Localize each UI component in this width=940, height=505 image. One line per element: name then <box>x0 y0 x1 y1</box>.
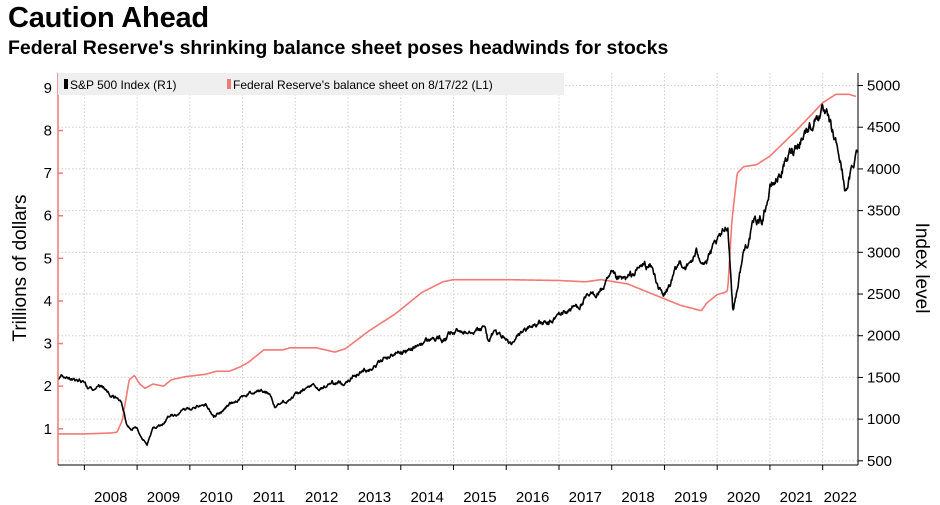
left-tick-label: 7 <box>44 165 52 182</box>
left-tick-label: 4 <box>44 293 52 310</box>
right-tick-label: 1500 <box>867 369 900 386</box>
right-tick-label: 4500 <box>867 119 900 136</box>
right-tick-label: 2500 <box>867 286 900 303</box>
legend-label-fed: Federal Reserve's balance sheet on 8/17/… <box>233 78 493 92</box>
left-axis-ticks: 1 2 3 4 5 6 7 8 9 <box>44 80 63 438</box>
sp500-series <box>57 103 859 446</box>
x-tick-label: 2019 <box>674 489 707 505</box>
legend: S&P 500 Index (R1) Federal Reserve's bal… <box>58 73 564 95</box>
legend-swatch-sp500 <box>64 79 68 89</box>
x-axis-ticks: 2008 2009 2010 2011 2012 2013 2014 2015 2016 2017… <box>83 465 857 505</box>
left-tick-label: 8 <box>44 123 52 140</box>
right-tick-label: 500 <box>867 453 892 470</box>
right-tick-label: 1000 <box>867 411 900 428</box>
x-tick-label: 2011 <box>253 489 285 505</box>
right-tick-label: 5000 <box>867 78 900 95</box>
x-tick-label: 2010 <box>200 489 233 505</box>
left-tick-label: 3 <box>44 336 52 353</box>
x-tick-label: 2017 <box>569 489 602 505</box>
right-tick-label: 2000 <box>867 328 900 345</box>
left-tick-label: 6 <box>44 208 52 225</box>
x-tick-label: 2021 <box>780 489 813 505</box>
x-tick-label: 2014 <box>410 489 443 505</box>
x-tick-label: 2022 <box>824 489 857 505</box>
sp500-line <box>57 103 859 446</box>
x-tick-label: 2008 <box>94 489 127 505</box>
gridlines <box>58 73 858 465</box>
chart-subtitle: Federal Reserve's shrinking balance shee… <box>8 37 669 59</box>
right-axis-label: Index level <box>911 223 932 314</box>
legend-label-sp500: S&P 500 Index (R1) <box>70 78 177 92</box>
x-tick-label: 2012 <box>305 489 338 505</box>
right-tick-label: 3500 <box>867 203 900 220</box>
legend-swatch-fed <box>227 79 231 89</box>
legend-background <box>58 73 564 95</box>
x-tick-label: 2013 <box>358 489 391 505</box>
right-axis-ticks: 500 1000 1500 2000 2500 3000 3500 4000 4500 5000 <box>858 78 900 470</box>
fed-series <box>58 93 857 435</box>
x-tick-label: 2009 <box>147 489 180 505</box>
left-tick-label: 9 <box>44 80 52 97</box>
x-tick-label: 2015 <box>463 489 496 505</box>
x-tick-label: 2018 <box>621 489 654 505</box>
left-axis-label: Trillions of dollars <box>10 194 31 341</box>
left-tick-label: 2 <box>44 378 52 395</box>
fed-balance-line <box>58 93 857 435</box>
right-tick-label: 4000 <box>867 161 900 178</box>
chart-title: Caution Ahead <box>8 2 209 34</box>
right-tick-label: 3000 <box>867 244 900 261</box>
left-tick-label: 5 <box>44 250 52 267</box>
x-tick-label: 2020 <box>727 489 760 505</box>
x-tick-label: 2016 <box>516 489 549 505</box>
left-tick-label: 1 <box>44 421 52 438</box>
